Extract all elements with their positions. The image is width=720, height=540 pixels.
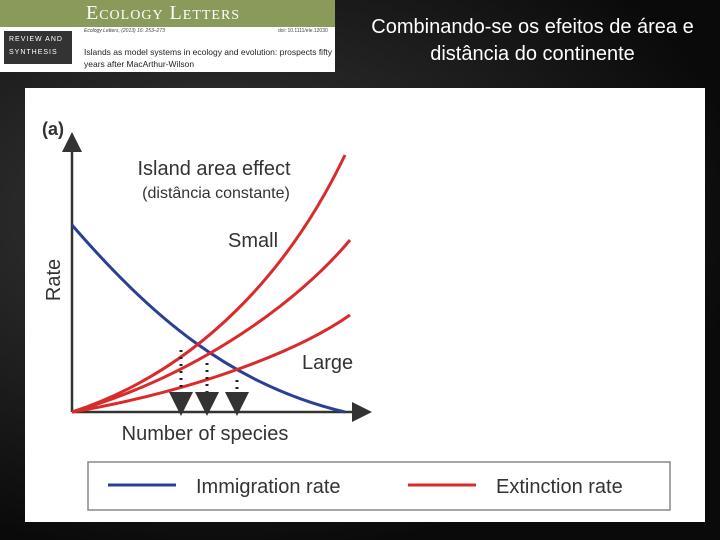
slide-title: Combinando-se os efeitos de área e distâ… [371,16,694,65]
article-title: Islands as model systems in ecology and … [84,47,333,69]
figure-panel: (a) Rate Number of species Island area e… [25,88,705,522]
section-label: REVIEW AND SYNTHESIS [4,31,72,64]
extinction-curve [71,154,347,414]
citation: Ecology Letters, (2013) 16: 253–273 [84,28,165,34]
legend-box [87,461,671,511]
label-large: Large [302,352,353,374]
x-label: Number of species [122,423,289,445]
journal-header: Ecology Letters REVIEW AND SYNTHESIS Eco… [0,0,335,72]
immigration-curve [70,224,346,414]
label-small: Small [228,230,278,252]
y-label: Rate [43,259,65,301]
legend-label: Immigration rate [196,476,341,498]
figure-subtitle: (distância constante) [142,185,290,202]
journal-name: Ecology Letters [86,2,241,24]
figure-title: Island area effect [137,158,291,180]
legend-label: Extinction rate [496,476,623,498]
header-band [0,0,335,27]
extinction-curve [71,239,352,414]
doi: doi: 10.1111/ele.12030 [278,28,328,34]
figure: (a) Rate Number of species Island area e… [42,119,671,511]
extinction-curve [71,313,351,414]
panel-label: (a) [42,119,64,139]
